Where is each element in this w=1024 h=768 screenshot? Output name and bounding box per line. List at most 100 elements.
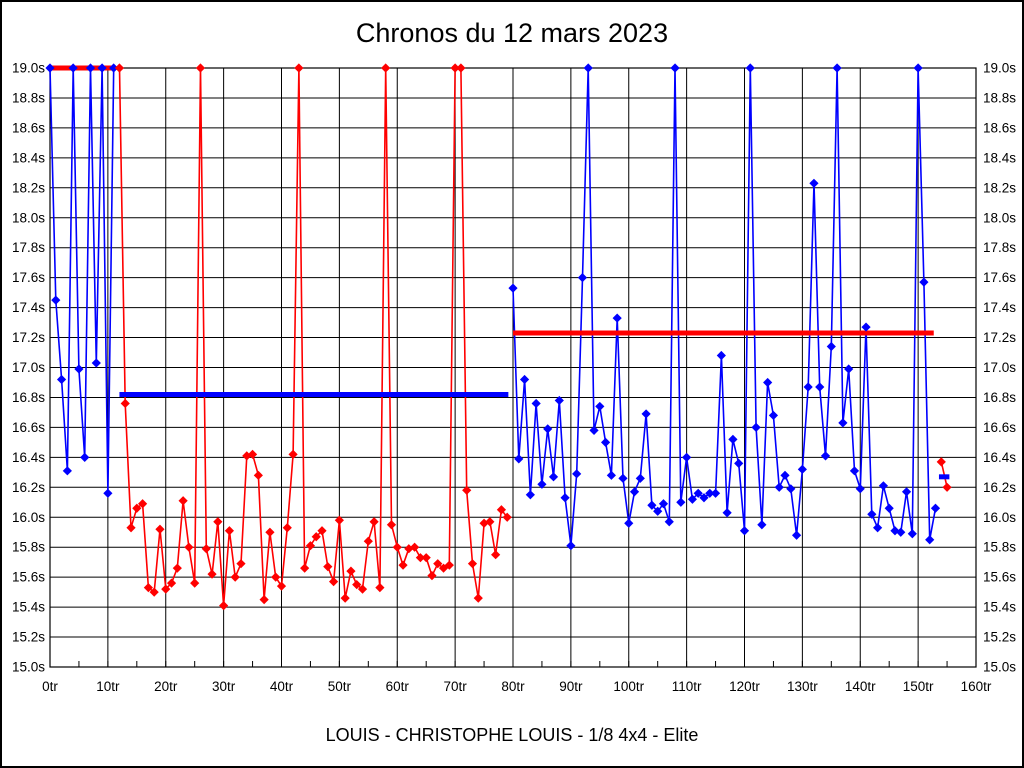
- run3-blue-marker: [618, 473, 628, 483]
- y-tick-label-right: 15.6s: [983, 570, 1016, 585]
- run3-blue-marker: [577, 273, 588, 283]
- run3-blue-marker: [820, 451, 831, 461]
- run2-red-marker: [346, 566, 356, 576]
- run2-red-marker: [143, 583, 153, 593]
- run3-blue-marker: [815, 382, 825, 392]
- y-tick-label-right: 15.8s: [983, 540, 1016, 555]
- run3-blue-marker: [780, 470, 790, 480]
- run3-blue-marker: [653, 506, 663, 516]
- run2-red-marker: [149, 587, 159, 597]
- run3-blue-marker: [751, 422, 761, 432]
- y-tick-label-left: 17.2s: [12, 330, 45, 345]
- y-tick-label-left: 18.2s: [12, 180, 45, 195]
- run3-blue-marker: [589, 425, 599, 435]
- x-tick-label: 100tr: [613, 679, 644, 694]
- run3-blue-marker: [930, 503, 941, 513]
- run3-blue-marker: [722, 508, 732, 518]
- run3-blue-marker: [786, 484, 796, 494]
- run3-blue-marker: [548, 472, 559, 482]
- run3-blue-marker: [873, 523, 883, 533]
- run2-red-marker: [502, 512, 512, 522]
- y-tick-label-left: 17.8s: [12, 240, 45, 255]
- run2-red-marker: [230, 572, 240, 582]
- run3-blue-marker: [774, 482, 784, 492]
- run1-blue-marker: [80, 452, 90, 462]
- run2-red-marker: [253, 470, 263, 480]
- y-tick-label-left: 15.2s: [12, 630, 45, 645]
- run3-blue-marker: [595, 401, 605, 412]
- run3-blue-marker: [716, 350, 726, 361]
- y-tick-label-right: 17.0s: [983, 360, 1016, 375]
- run3-blue-marker: [797, 464, 807, 474]
- y-tick-label-left: 18.6s: [12, 120, 45, 135]
- run2-red-marker: [485, 517, 495, 527]
- run2-red-marker: [352, 580, 362, 590]
- y-tick-label-right: 18.6s: [983, 120, 1016, 135]
- run2-red-marker: [334, 515, 344, 525]
- run2-red-marker: [456, 63, 466, 73]
- run2-red-marker: [178, 496, 188, 506]
- y-tick-label-left: 17.4s: [12, 300, 45, 315]
- run1-blue-line: [49, 67, 115, 494]
- run3-blue-marker: [734, 458, 744, 468]
- run2-red-marker: [282, 523, 292, 533]
- run3-blue-marker: [647, 500, 657, 510]
- run1-blue-marker: [74, 364, 84, 374]
- y-tick-label-left: 15.0s: [12, 660, 45, 675]
- y-tick-label-left: 18.0s: [12, 210, 45, 225]
- x-tick-label: 150tr: [903, 679, 934, 694]
- run2-red-marker: [386, 520, 397, 530]
- run1-blue-marker: [56, 374, 67, 385]
- y-tick-label-right: 15.4s: [983, 600, 1016, 615]
- x-tick-label: 40tr: [270, 679, 294, 694]
- run2-red-marker: [219, 601, 229, 611]
- run2-red-marker: [357, 584, 368, 594]
- y-tick-label-left: 17.0s: [12, 360, 45, 375]
- run3-blue-marker: [803, 382, 813, 392]
- run3-blue-marker: [670, 63, 680, 73]
- run3-blue-marker: [768, 410, 779, 421]
- run2-red-marker: [201, 544, 211, 554]
- run3-blue-marker: [641, 409, 651, 419]
- run2-red-marker: [207, 569, 217, 579]
- run4-red-marker: [936, 457, 946, 467]
- run3-blue-marker: [687, 494, 698, 504]
- run3-blue-marker: [606, 470, 616, 480]
- y-tick-label-left: 16.0s: [12, 510, 45, 525]
- run2-red-marker: [126, 523, 136, 533]
- run2-red-marker: [415, 553, 425, 563]
- run1-blue-marker: [62, 466, 72, 476]
- run1-blue-marker: [68, 63, 78, 73]
- x-tick-label: 60tr: [386, 679, 410, 694]
- run2-red-marker: [328, 577, 339, 587]
- x-tick-label: 90tr: [559, 679, 583, 694]
- run2-red-marker: [404, 544, 414, 554]
- run2-red-marker: [213, 517, 223, 527]
- run3-blue-marker: [525, 490, 535, 500]
- run2-red-marker: [247, 449, 258, 459]
- run1-blue-marker: [109, 63, 119, 73]
- run3-blue-marker: [896, 527, 906, 537]
- run3-blue-marker: [861, 322, 871, 332]
- run3-blue-marker: [838, 418, 848, 428]
- run3-blue-marker: [566, 541, 576, 551]
- run2-red-marker: [259, 595, 269, 605]
- run2-red-marker: [392, 542, 402, 552]
- run2-red-marker: [271, 572, 281, 582]
- run3-blue-marker: [514, 454, 524, 464]
- run2-red-marker: [450, 63, 460, 73]
- run2-red-marker: [276, 581, 287, 591]
- run3-blue-marker: [757, 520, 767, 530]
- run3-blue-marker: [832, 63, 842, 73]
- run3-blue-marker: [676, 497, 686, 507]
- run3-blue-marker: [855, 484, 865, 494]
- y-tick-label-right: 15.0s: [983, 660, 1016, 675]
- run3-blue-marker: [664, 517, 674, 527]
- run2-red-marker: [340, 593, 350, 603]
- run2-red-marker: [184, 542, 194, 552]
- y-tick-label-left: 16.6s: [12, 420, 45, 435]
- run3-blue-marker: [890, 526, 900, 536]
- run3-blue-marker: [710, 488, 721, 498]
- run3-blue-marker: [601, 437, 611, 447]
